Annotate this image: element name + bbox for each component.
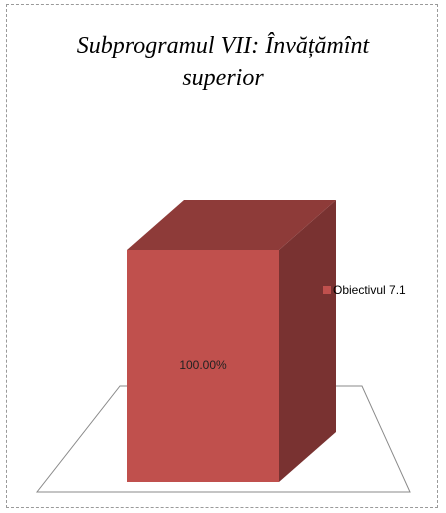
bar-top (127, 200, 336, 250)
chart-border (6, 4, 438, 508)
bar (127, 250, 279, 482)
chart-title: Subprogramul VII: Învățămînt superior (76, 33, 370, 91)
bar-side (279, 200, 336, 482)
data-label: 100.00% (179, 358, 227, 372)
legend-swatch (323, 286, 331, 294)
legend-label: Obiectivul 7.1 (333, 283, 406, 297)
